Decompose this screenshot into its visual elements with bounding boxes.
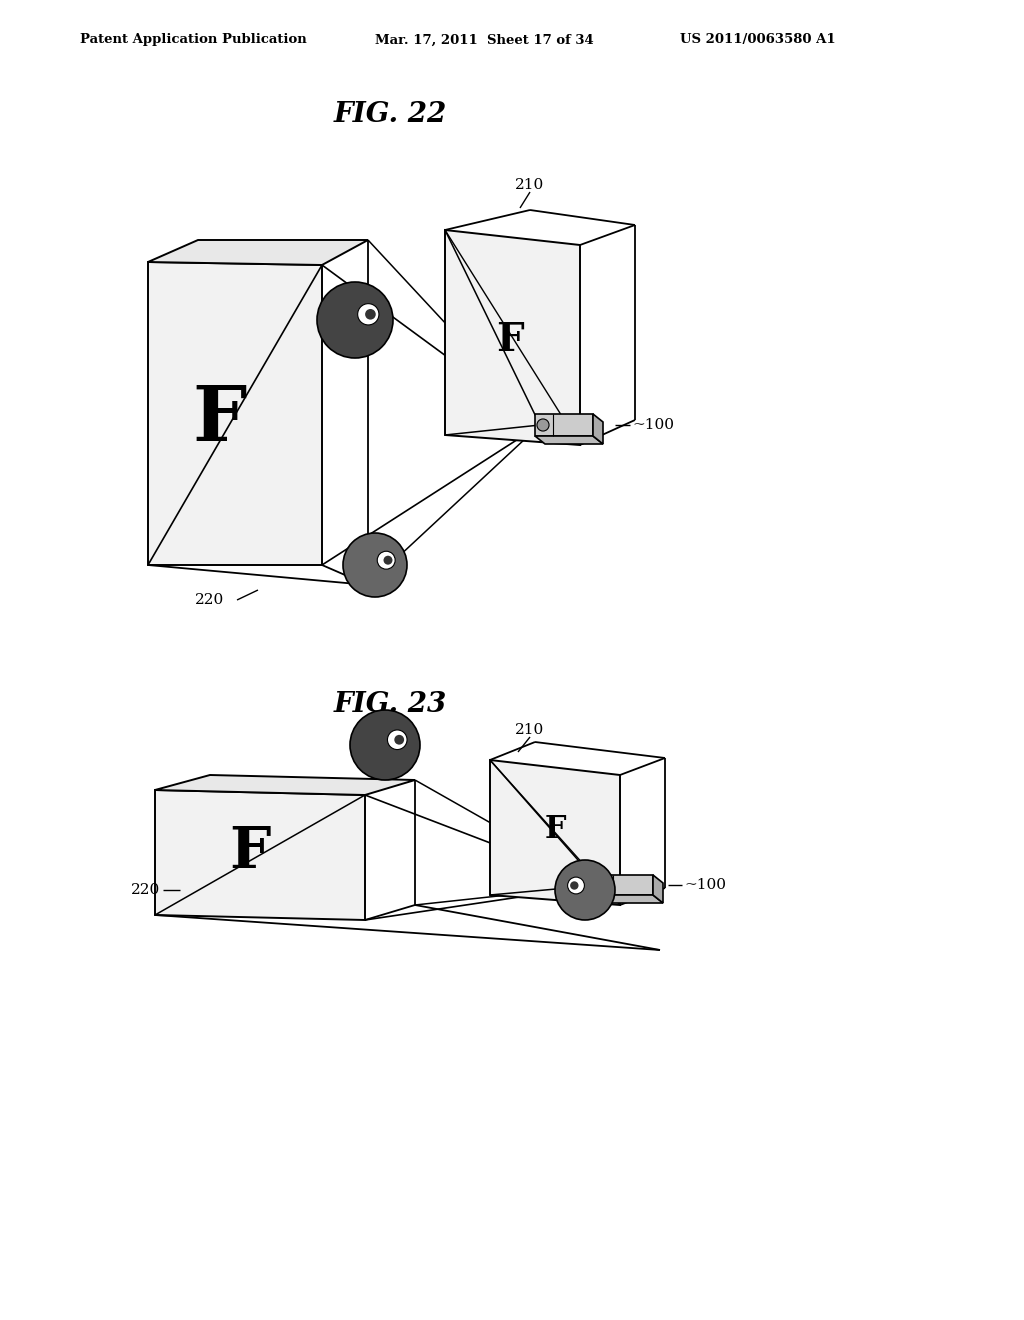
Text: F: F xyxy=(229,824,270,880)
Circle shape xyxy=(350,710,420,780)
Polygon shape xyxy=(155,775,415,795)
Text: Mar. 17, 2011  Sheet 17 of 34: Mar. 17, 2011 Sheet 17 of 34 xyxy=(375,33,594,46)
Text: 220: 220 xyxy=(131,883,160,898)
Polygon shape xyxy=(653,875,663,903)
Polygon shape xyxy=(148,261,322,565)
Text: ~100: ~100 xyxy=(684,878,726,892)
Text: US 2011/0063580 A1: US 2011/0063580 A1 xyxy=(680,33,836,46)
Circle shape xyxy=(343,533,407,597)
Circle shape xyxy=(317,282,393,358)
Circle shape xyxy=(377,552,395,569)
Circle shape xyxy=(570,882,579,890)
Circle shape xyxy=(387,730,408,750)
Text: F: F xyxy=(193,383,247,457)
Text: FIG. 23: FIG. 23 xyxy=(334,692,446,718)
Text: F: F xyxy=(544,814,565,846)
Circle shape xyxy=(567,876,585,894)
Polygon shape xyxy=(593,414,603,444)
Text: F: F xyxy=(497,321,524,359)
Polygon shape xyxy=(535,414,593,436)
Polygon shape xyxy=(535,436,603,444)
Text: 210: 210 xyxy=(515,723,545,737)
Circle shape xyxy=(555,861,615,920)
Text: Patent Application Publication: Patent Application Publication xyxy=(80,33,307,46)
Text: FIG. 22: FIG. 22 xyxy=(334,102,446,128)
Circle shape xyxy=(366,309,376,319)
Polygon shape xyxy=(155,789,365,920)
Polygon shape xyxy=(595,875,653,895)
Circle shape xyxy=(384,556,392,565)
Circle shape xyxy=(394,735,404,744)
Circle shape xyxy=(537,418,549,432)
Text: ~100: ~100 xyxy=(632,418,674,432)
Polygon shape xyxy=(490,760,620,906)
Polygon shape xyxy=(445,230,580,445)
Circle shape xyxy=(597,879,608,891)
Circle shape xyxy=(357,304,379,325)
Polygon shape xyxy=(595,895,663,903)
Text: 220: 220 xyxy=(196,593,224,607)
Polygon shape xyxy=(148,240,368,265)
Text: 210: 210 xyxy=(515,178,545,191)
